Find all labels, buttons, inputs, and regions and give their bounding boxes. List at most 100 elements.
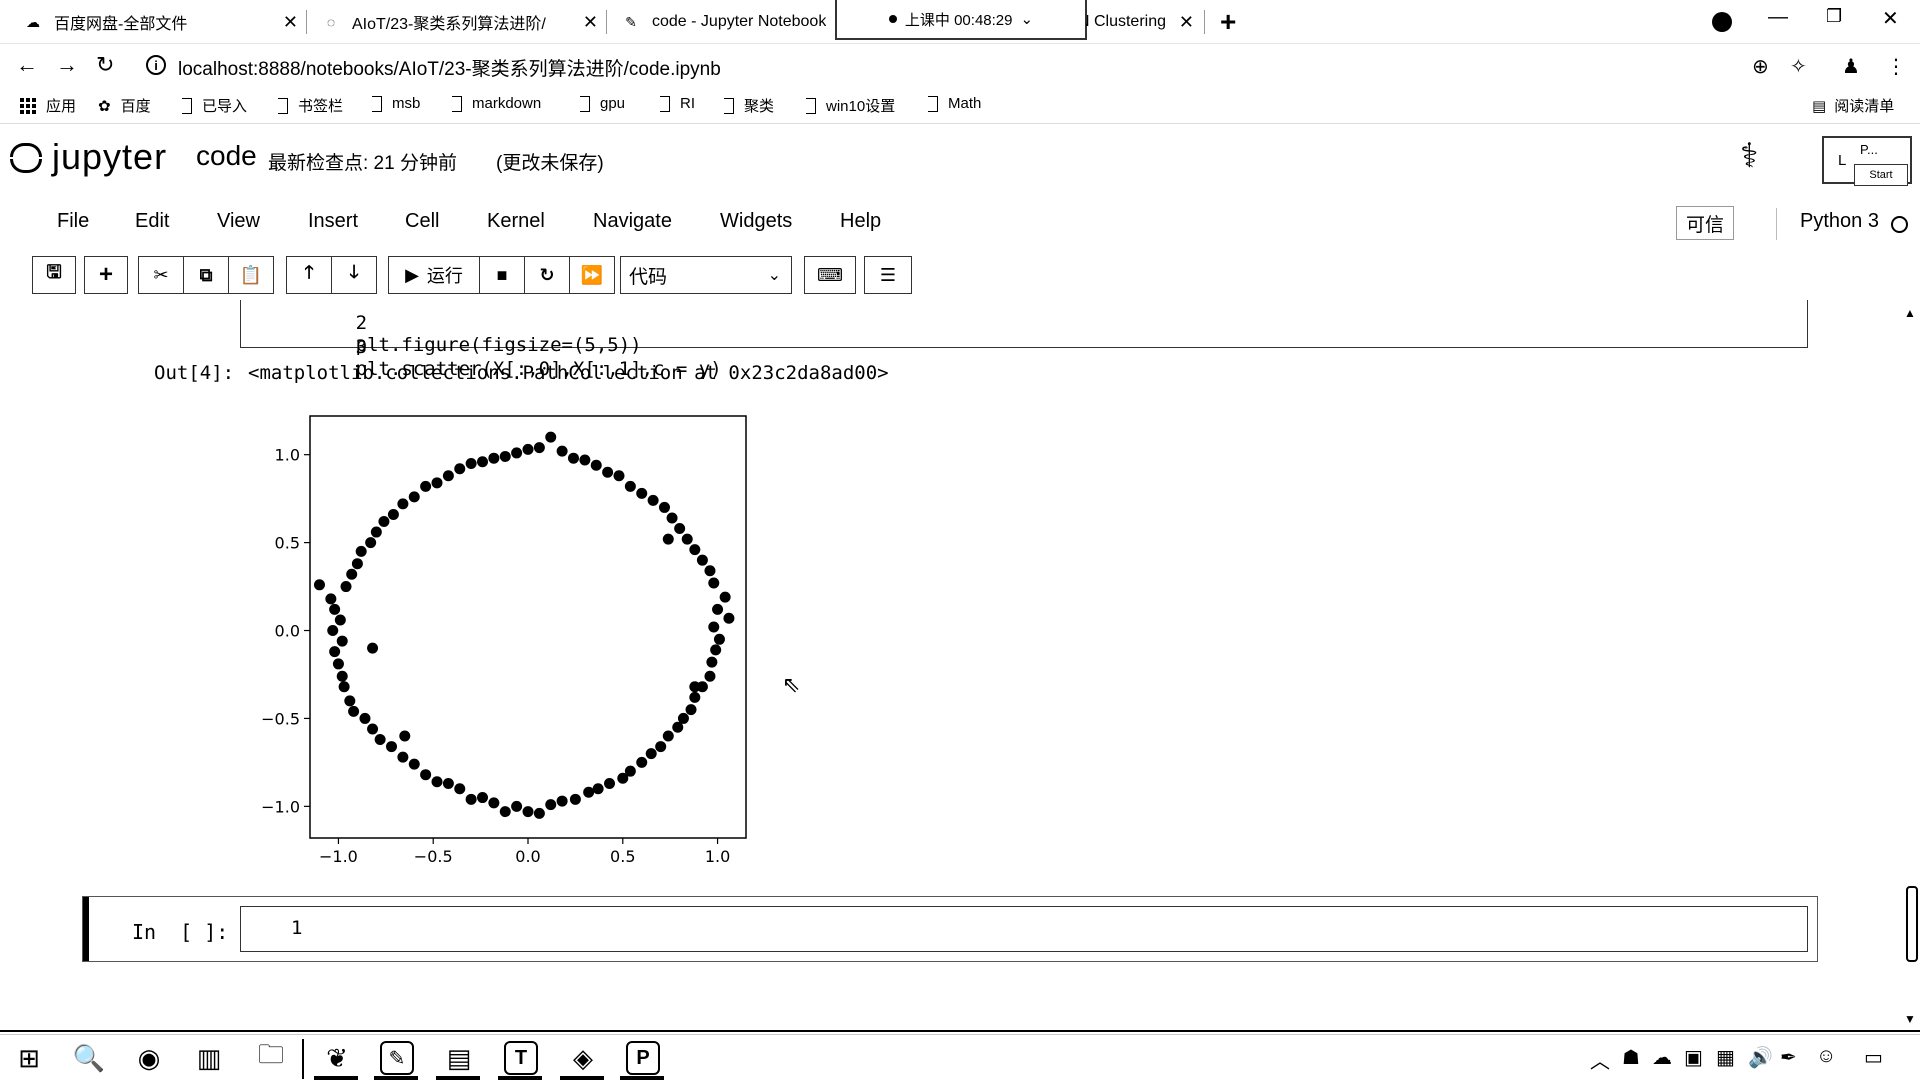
scroll-down-icon[interactable]: ▼ <box>1904 1012 1916 1026</box>
app-icon[interactable]: ❦ <box>326 1042 348 1073</box>
bookmark-math[interactable]: Math <box>928 95 981 112</box>
tab-aiot-folder[interactable]: ◌ AIoT/23-聚类系列算法进阶/ ✕ <box>322 4 598 40</box>
save-button[interactable]: 🖫 <box>32 256 76 294</box>
bookmark-bookmarks-bar[interactable]: 书签栏 <box>278 95 343 116</box>
move-down-button[interactable]: 🡓 <box>331 256 377 294</box>
cortana-icon[interactable]: ◉ <box>137 1042 161 1073</box>
copy-button[interactable]: ⧉ <box>183 256 229 294</box>
bookmark-clustering[interactable]: 聚类 <box>724 95 774 116</box>
scatter-point <box>386 741 398 753</box>
run-button[interactable]: ▶ 运行 <box>388 256 480 294</box>
profile-icon[interactable] <box>1712 12 1732 32</box>
extension-icon[interactable]: ✧ <box>1790 56 1807 78</box>
menu-navigate[interactable]: Navigate <box>593 210 672 232</box>
bookmark-label: 书签栏 <box>298 98 344 115</box>
restart-button[interactable]: ↻ <box>524 256 570 294</box>
minimize-icon[interactable]: — <box>1768 6 1788 28</box>
tray-app-icon[interactable]: ☗ <box>1622 1047 1640 1069</box>
scroll-up-icon[interactable]: ▲ <box>1904 306 1916 320</box>
command-palette-button[interactable]: ⌨ <box>804 256 856 294</box>
tab-jupyter-code[interactable]: ✎ code - Jupyter Notebook <box>622 4 832 40</box>
notebook-name[interactable]: code <box>196 140 257 171</box>
menu-edit[interactable]: Edit <box>135 210 170 232</box>
bookmark-baidu[interactable]: ✿ 百度 <box>98 95 151 116</box>
restore-icon[interactable]: ❐ <box>1826 6 1843 26</box>
scrollbar-thumb[interactable] <box>1906 886 1918 962</box>
trusted-badge[interactable]: 可信 <box>1676 206 1734 240</box>
account-icon[interactable]: ♟ <box>1842 56 1860 78</box>
task-view-icon[interactable]: ▥ <box>196 1042 222 1073</box>
notifications-icon[interactable]: ▭ <box>1864 1047 1883 1069</box>
bookmark-markdown[interactable]: markdown <box>452 95 541 112</box>
tray-device-icon[interactable]: ▣ <box>1684 1047 1703 1069</box>
insert-cell-button[interactable]: + <box>84 256 128 294</box>
close-window-icon[interactable]: ✕ <box>1882 8 1899 30</box>
reload-icon[interactable]: ↻ <box>96 52 115 77</box>
menu-view[interactable]: View <box>217 210 260 232</box>
previous-code-editor[interactable]: 2 plt.figure(figsize=(5,5)) 3 plt.scatte… <box>240 300 1808 380</box>
onedrive-icon[interactable]: ☁ <box>1652 1047 1672 1069</box>
chrome-icon[interactable]: ◈ <box>573 1042 593 1073</box>
interrupt-button[interactable]: ■ <box>479 256 525 294</box>
menu-widgets[interactable]: Widgets <box>720 210 793 232</box>
reading-list-button[interactable]: ▤ 阅读清单 <box>1812 95 1894 116</box>
notebook-icon: ✎ <box>625 13 637 30</box>
login-widget[interactable]: L P... Start <box>1822 136 1912 186</box>
search-icon[interactable]: 🔍 <box>72 1042 106 1073</box>
drawing-app-icon[interactable]: ✎ <box>380 1041 414 1075</box>
close-tab-icon[interactable]: ✕ <box>582 12 598 32</box>
scatter-point <box>431 776 443 788</box>
network-icon[interactable]: ▦ <box>1716 1047 1735 1069</box>
forward-arrow-icon[interactable]: → <box>56 52 78 77</box>
scatter-point <box>712 603 724 615</box>
pycharm-icon[interactable]: P <box>626 1041 660 1075</box>
ime-icon[interactable]: ☺ <box>1816 1045 1837 1067</box>
file-explorer-icon[interactable]: 🗀 <box>257 1039 284 1069</box>
toc-button[interactable]: ☰ <box>864 256 912 294</box>
close-tab-icon[interactable]: ✕ <box>1178 12 1194 32</box>
menu-file[interactable]: File <box>57 210 90 232</box>
paste-button[interactable]: 📋 <box>228 256 274 294</box>
scatter-point <box>420 769 432 781</box>
back-arrow-icon[interactable]: ← <box>16 52 38 77</box>
volume-icon[interactable]: 🔊 <box>1748 1047 1773 1069</box>
menu-insert[interactable]: Insert <box>308 210 359 232</box>
code-cell-empty[interactable] <box>82 896 1818 962</box>
pen-icon[interactable]: ✒ <box>1780 1047 1797 1069</box>
kernel-name[interactable]: Python 3 <box>1800 210 1879 232</box>
windows-start-icon[interactable]: ⊞ <box>18 1042 40 1073</box>
start-button[interactable]: Start <box>1854 164 1908 186</box>
tray-chevron-icon[interactable]: ︿ <box>1590 1051 1610 1073</box>
code-text: plt.figure(figsize=(5,5)) <box>355 334 642 356</box>
menu-cell[interactable]: Cell <box>405 210 440 232</box>
bookmark-label: 百度 <box>120 98 151 115</box>
bookmark-win10[interactable]: win10设置 <box>806 95 895 116</box>
menu-kernel[interactable]: Kernel <box>487 210 545 232</box>
text-editor-icon[interactable]: T <box>504 1041 538 1075</box>
move-up-button[interactable]: 🡑 <box>286 256 332 294</box>
scatter-point <box>689 691 701 703</box>
url-input[interactable]: localhost:8888/notebooks/AIoT/23-聚类系列算法进… <box>178 59 721 80</box>
zoom-icon[interactable]: ⊕ <box>1752 56 1769 78</box>
bookmark-apps[interactable]: 应用 <box>20 95 76 116</box>
jupyter-logo[interactable]: jupyter <box>8 136 167 178</box>
cut-button[interactable]: ✂ <box>138 256 184 294</box>
jupyter-logo-text: jupyter <box>52 136 168 177</box>
new-tab-button[interactable]: + <box>1220 6 1237 37</box>
close-tab-icon[interactable]: ✕ <box>282 12 298 32</box>
cell-type-select[interactable]: 代码 ⌄ <box>620 256 792 294</box>
more-menu-icon[interactable]: ⋮ <box>1886 56 1906 78</box>
bookmark-msb[interactable]: msb <box>372 95 420 112</box>
menu-help[interactable]: Help <box>840 210 882 232</box>
slides-app-icon[interactable]: ▤ <box>446 1042 472 1073</box>
bookmark-gpu[interactable]: gpu <box>580 95 625 112</box>
recording-indicator[interactable]: 上课中 00:48:29 ⌄ <box>835 0 1087 40</box>
scatter-point <box>387 508 399 520</box>
bookmark-ri[interactable]: RI <box>660 95 695 112</box>
bookmark-imported[interactable]: 已导入 <box>182 95 247 116</box>
restart-run-all-button[interactable]: ⏩ <box>569 256 615 294</box>
site-info-icon[interactable]: i <box>146 55 166 75</box>
code-editor[interactable]: 1 <box>240 906 1808 952</box>
tab-clustering[interactable]: N Clustering ✕ <box>1086 4 1194 40</box>
tab-baidu-pan[interactable]: ☁ 百度网盘-全部文件 ✕ <box>24 4 298 40</box>
